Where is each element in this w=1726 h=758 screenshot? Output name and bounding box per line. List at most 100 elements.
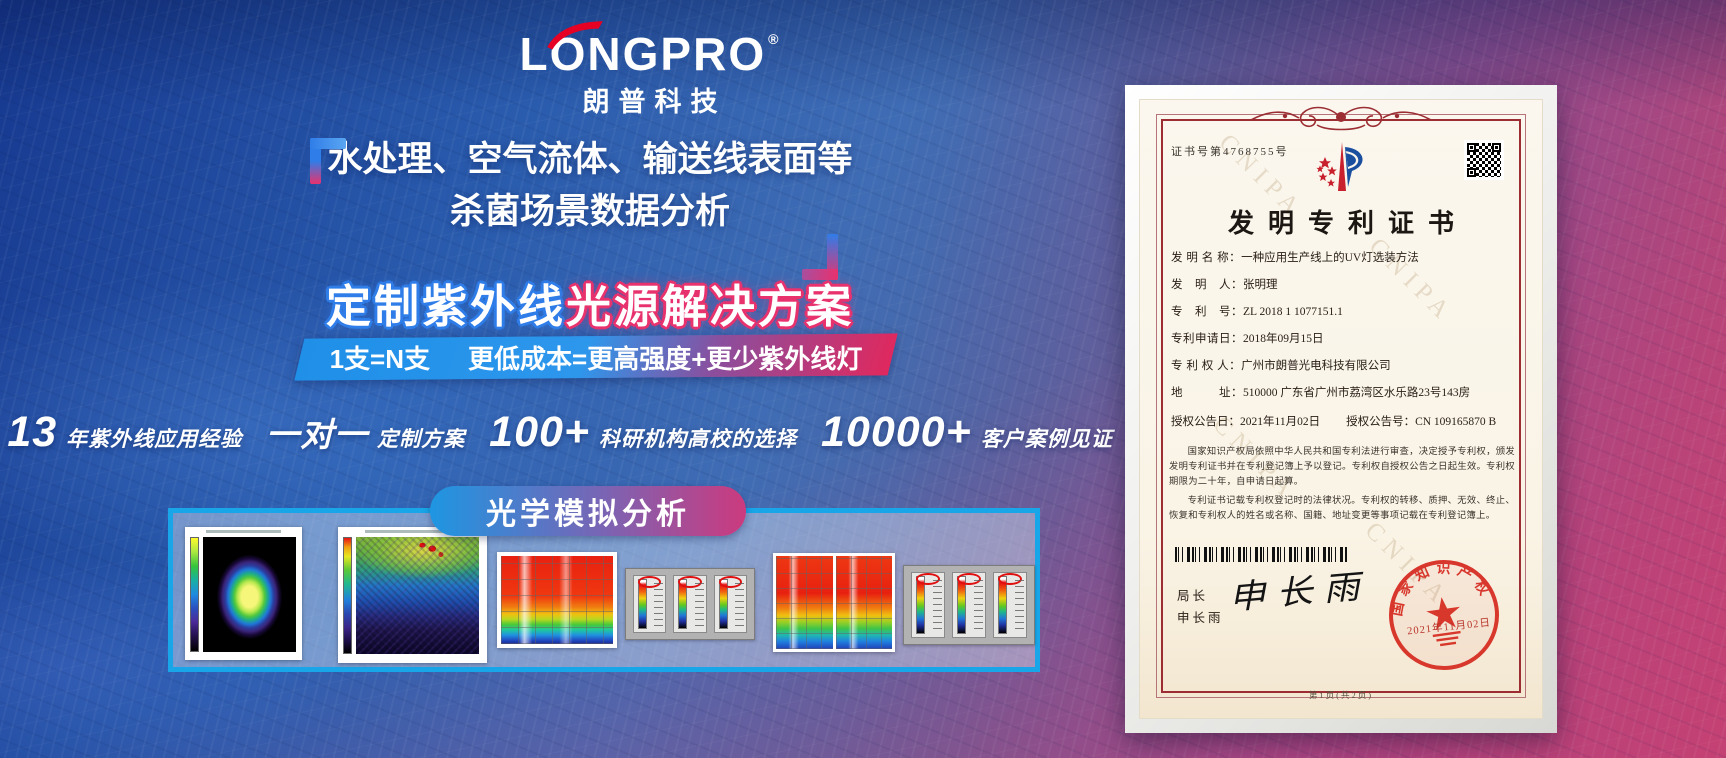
field-address: 地 址：510000 广东省广州市荔湾区水乐路23号143房 xyxy=(1171,386,1513,401)
plot-title-bar xyxy=(206,530,281,533)
optical-simulation-badge: 光学模拟分析 xyxy=(430,486,746,536)
field-value: 张明理 xyxy=(1243,279,1278,291)
stat-customer-cases: 10000+ 客户案例见证 xyxy=(821,408,1113,457)
legal-paragraph-2: 专利证书记载专利权登记时的法律状况。专利权的转移、质押、无效、终止、恢复和专利权… xyxy=(1169,496,1515,522)
surface-grid-heatmap xyxy=(835,556,892,649)
simulation-image-irradiance-noise xyxy=(338,527,487,663)
highlight-ellipse xyxy=(998,573,1022,585)
stat-value: 13 xyxy=(7,408,58,456)
stat-value: 10000+ xyxy=(821,408,972,456)
patent-certificate: CNIPA CNIPA CNIPA CNIPA 证书号第4768755号 xyxy=(1139,99,1543,719)
simulation-legend-panel-2 xyxy=(903,565,1035,645)
field-label: 授权公告号： xyxy=(1346,416,1416,428)
qr-finder-pattern xyxy=(1492,143,1501,152)
headline-line2: 杀菌场景数据分析 xyxy=(449,192,730,231)
certificate-legal-text: 国家知识产权局依照中华人民共和国专利法进行审查，决定授予专利权，颁发发明专利证书… xyxy=(1169,445,1515,528)
logo-swoosh-icon xyxy=(546,21,603,50)
qr-finder-pattern xyxy=(1467,143,1476,152)
stat-research-institutes: 100+ 科研机构高校的选择 xyxy=(489,408,797,457)
official-seal-icon: 国家知识产权局 xyxy=(1378,549,1499,670)
logo-wordmark-row: LONGPRO ® xyxy=(520,21,781,78)
field-value: 510000 广东省广州市荔湾区水乐路23号143房 xyxy=(1243,387,1471,399)
grant-date: 授权公告日：2021年11月02日 xyxy=(1171,413,1320,429)
grant-number: 授权公告号：CN 109165870 B xyxy=(1346,413,1496,429)
legend-ticks xyxy=(694,583,704,628)
field-invention-name: 发 明 名 称：一种应用生产线上的UV灯选装方法 xyxy=(1171,251,1513,266)
stat-years-experience: 13 年紫外线应用经验 xyxy=(7,408,242,457)
highlight-ellipse xyxy=(957,573,981,585)
field-value: CN 109165870 B xyxy=(1415,416,1497,428)
qr-code xyxy=(1464,140,1504,180)
headline-block: 水处理、空气流体、输送线表面等 杀菌场景数据分析 xyxy=(60,138,1120,280)
beam-profile-plot xyxy=(203,537,296,652)
solution-title-pink: 光源解决方案 xyxy=(566,281,855,332)
field-grant-row: 授权公告日：2021年11月02日 授权公告号：CN 109165870 B xyxy=(1171,413,1513,429)
highlight-ellipse xyxy=(638,576,662,588)
legend-ticks xyxy=(654,583,664,628)
colorbar xyxy=(343,537,352,654)
simulation-image-beam-profile xyxy=(185,527,302,660)
stat-value: 一对一 xyxy=(266,416,369,453)
legend-column xyxy=(633,575,667,633)
certificate-title: 发明专利证书 xyxy=(1227,209,1468,238)
stat-label: 年紫外线应用经验 xyxy=(66,428,243,451)
solution-title-blue: 定制紫外线 xyxy=(325,281,566,332)
certificate-number: 证书号第4768755号 xyxy=(1171,146,1289,158)
field-label: 发 明 名 称： xyxy=(1171,252,1242,264)
legend-column xyxy=(911,572,945,638)
field-label: 专 利 权 人： xyxy=(1171,360,1242,372)
highlight-ellipse xyxy=(916,573,940,585)
legend-column xyxy=(993,572,1027,638)
stat-label: 定制方案 xyxy=(377,428,466,451)
surface-grid-heatmap xyxy=(776,556,833,649)
colorbar xyxy=(190,537,199,652)
cnipa-emblem-icon xyxy=(1316,142,1363,191)
legend-column xyxy=(713,575,747,633)
legend-ticks xyxy=(933,580,942,633)
headline-line1: 水处理、空气流体、输送线表面等 xyxy=(327,140,853,179)
field-value: 广州市朗普光电科技有限公司 xyxy=(1241,360,1391,372)
banner-right-text: 更低成本=更高强度+更少紫外线灯 xyxy=(468,343,863,374)
open-quote-bracket-icon xyxy=(310,138,346,184)
field-label: 专 利 号： xyxy=(1171,306,1243,318)
field-label: 发 明 人： xyxy=(1171,279,1243,291)
solution-title: 定制紫外线光源解决方案 xyxy=(60,270,1120,335)
value-proposition-banner: 1支=N支 更低成本=更高强度+更少紫外线灯 xyxy=(300,336,892,378)
stats-row: 13 年紫外线应用经验 一对一 定制方案 100+ 科研机构高校的选择 1000… xyxy=(7,408,1111,457)
field-patent-number: 专 利 号：ZL 2018 1 1077151.1 xyxy=(1171,305,1513,320)
field-inventor: 发 明 人：张明理 xyxy=(1171,278,1513,293)
field-label: 地 址： xyxy=(1171,387,1243,399)
director-name: 申长雨 xyxy=(1177,611,1224,625)
certificate-page-footer: 第1页(共2页) xyxy=(1308,690,1374,700)
legend-ticks xyxy=(974,580,983,633)
irradiance-noise-plot xyxy=(356,537,479,654)
legal-paragraph-1: 国家知识产权局依照中华人民共和国专利法进行审查，决定授予专利权，颁发发明专利证书… xyxy=(1169,447,1515,488)
field-application-date: 专利申请日：2018年09月15日 xyxy=(1171,332,1513,347)
plot-title-bar xyxy=(364,530,461,533)
highlight-ellipse xyxy=(718,576,742,588)
logo: LONGPRO ® 朗普科技 xyxy=(470,21,830,119)
patent-certificate-frame: CNIPA CNIPA CNIPA CNIPA 证书号第4768755号 xyxy=(1125,85,1557,733)
surface-grid-heatmap xyxy=(501,556,613,644)
banner-left-text: 1支=N支 xyxy=(329,343,431,374)
field-label: 专利申请日： xyxy=(1171,333,1243,345)
stat-label: 科研机构高校的选择 xyxy=(599,428,798,451)
simulation-image-surface-grid-wide xyxy=(773,553,895,652)
field-patentee: 专 利 权 人：广州市朗普光电科技有限公司 xyxy=(1171,359,1513,374)
registered-trademark-symbol: ® xyxy=(768,31,781,47)
barcode xyxy=(1175,547,1347,562)
highlight-ellipse xyxy=(678,576,702,588)
legend-ticks xyxy=(734,583,744,628)
field-value: 2021年11月02日 xyxy=(1240,416,1321,428)
stat-value: 100+ xyxy=(489,408,591,456)
stat-label: 客户案例见证 xyxy=(980,428,1113,451)
field-value: 2018年09月15日 xyxy=(1243,333,1324,345)
field-value: 一种应用生产线上的UV灯选装方法 xyxy=(1241,252,1419,264)
stat-one-on-one: 一对一 定制方案 xyxy=(266,408,465,456)
certificate-fields: 发 明 名 称：一种应用生产线上的UV灯选装方法 发 明 人：张明理 专 利 号… xyxy=(1171,251,1513,429)
border-ornament-icon xyxy=(1250,106,1432,131)
simulation-legend-panel-1 xyxy=(625,568,755,640)
field-label: 授权公告日： xyxy=(1171,416,1240,428)
logo-company-cn: 朗普科技 xyxy=(582,87,727,118)
